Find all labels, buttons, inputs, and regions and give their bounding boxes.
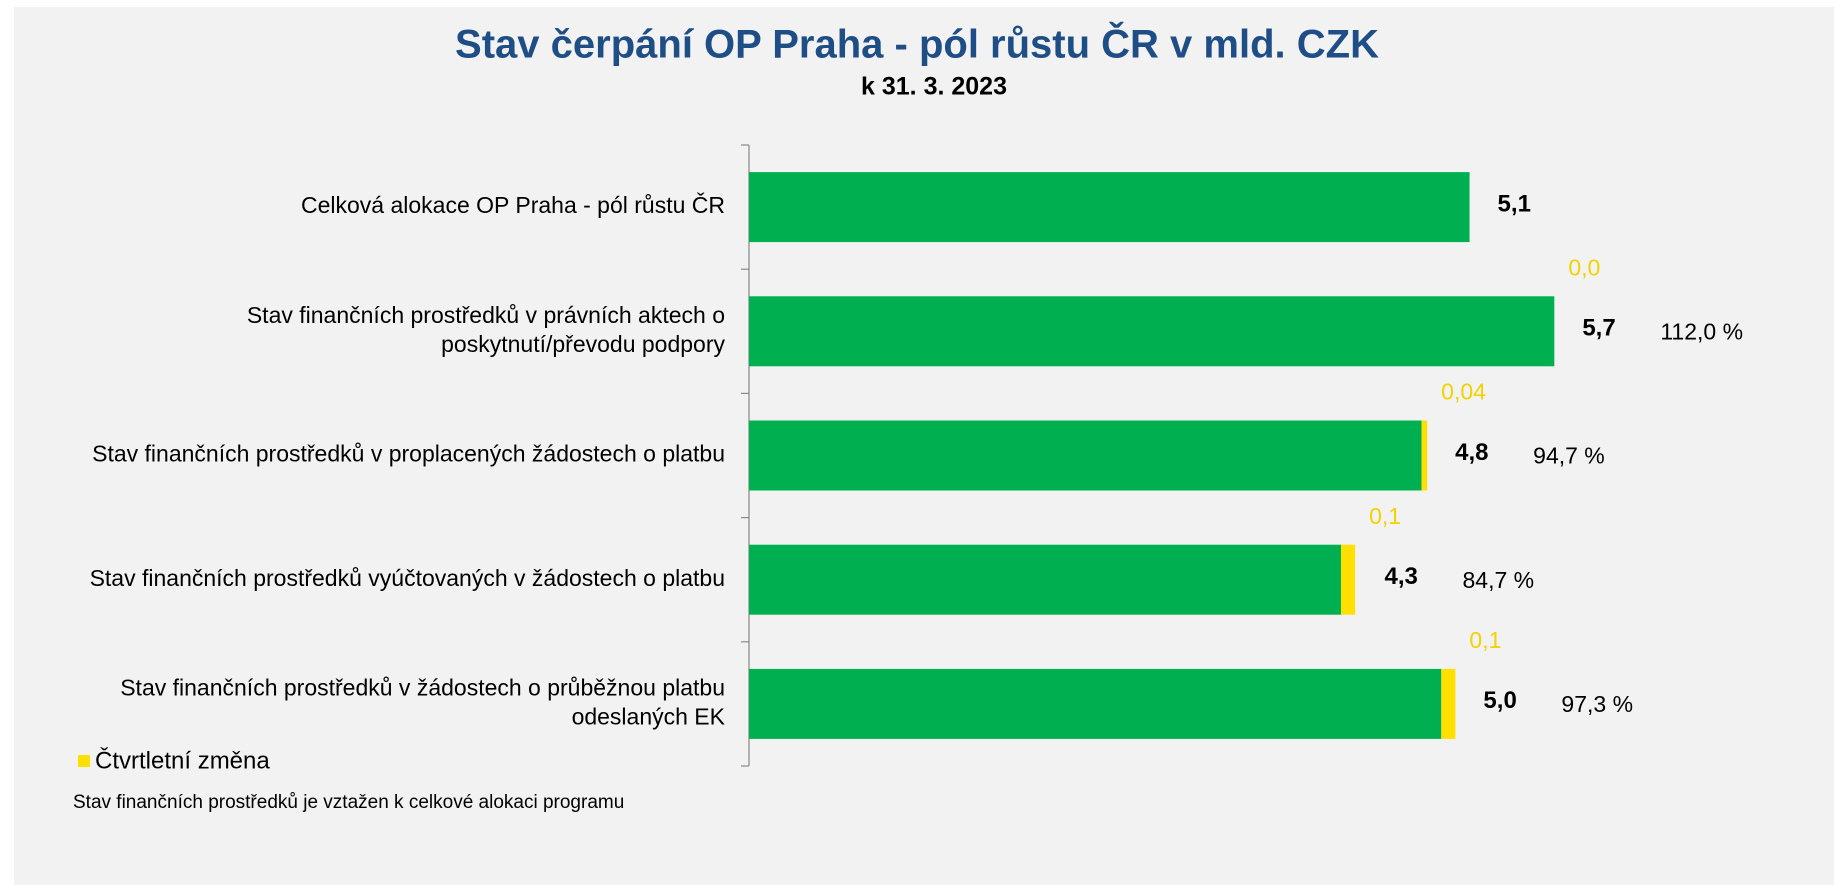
segment-label: 0,04 [1441, 379, 1486, 405]
category-label: Celková alokace OP Praha - pól růstu ČR [301, 191, 725, 218]
bar-segment [1421, 420, 1428, 491]
share-label: 84,7 % [1463, 567, 1535, 593]
bar-segment [749, 544, 1341, 615]
category-label: Stav finančních prostředků v žádostech o… [120, 674, 725, 729]
segment-label: 0,1 [1469, 627, 1501, 653]
bar-segment [749, 172, 1470, 243]
legend-swatch [78, 755, 90, 767]
footnote: Stav finančních prostředků je vztažen k … [73, 792, 624, 813]
total-label: 4,3 [1385, 563, 1418, 590]
category-label: Stav finančních prostředků v proplacenýc… [92, 441, 725, 467]
bar-segment [1340, 544, 1356, 615]
bar-segment [749, 296, 1555, 367]
share-label: 94,7 % [1533, 443, 1605, 469]
share-label: 97,3 % [1561, 691, 1633, 717]
legend-label: Čtvrtletní změna [95, 746, 270, 774]
bar-segment [749, 668, 1442, 739]
segment-label: 0,1 [1369, 503, 1401, 529]
bar-segment [1441, 668, 1456, 739]
bar-segment [749, 420, 1422, 491]
total-label: 4,8 [1455, 439, 1488, 466]
total-label: 5,0 [1483, 687, 1516, 714]
chart-subtitle: k 31. 3. 2023 [861, 73, 1007, 101]
total-label: 5,7 [1582, 315, 1615, 342]
share-label: 112,0 % [1660, 318, 1743, 344]
segment-label: 0,0 [1568, 254, 1600, 280]
category-label: Stav finančních prostředků v právních ak… [247, 302, 726, 357]
category-label: Stav finančních prostředků vyúčtovaných … [90, 565, 725, 591]
total-label: 5,1 [1498, 190, 1531, 217]
chart-title: Stav čerpání OP Praha - pól růstu ČR v m… [455, 21, 1379, 67]
